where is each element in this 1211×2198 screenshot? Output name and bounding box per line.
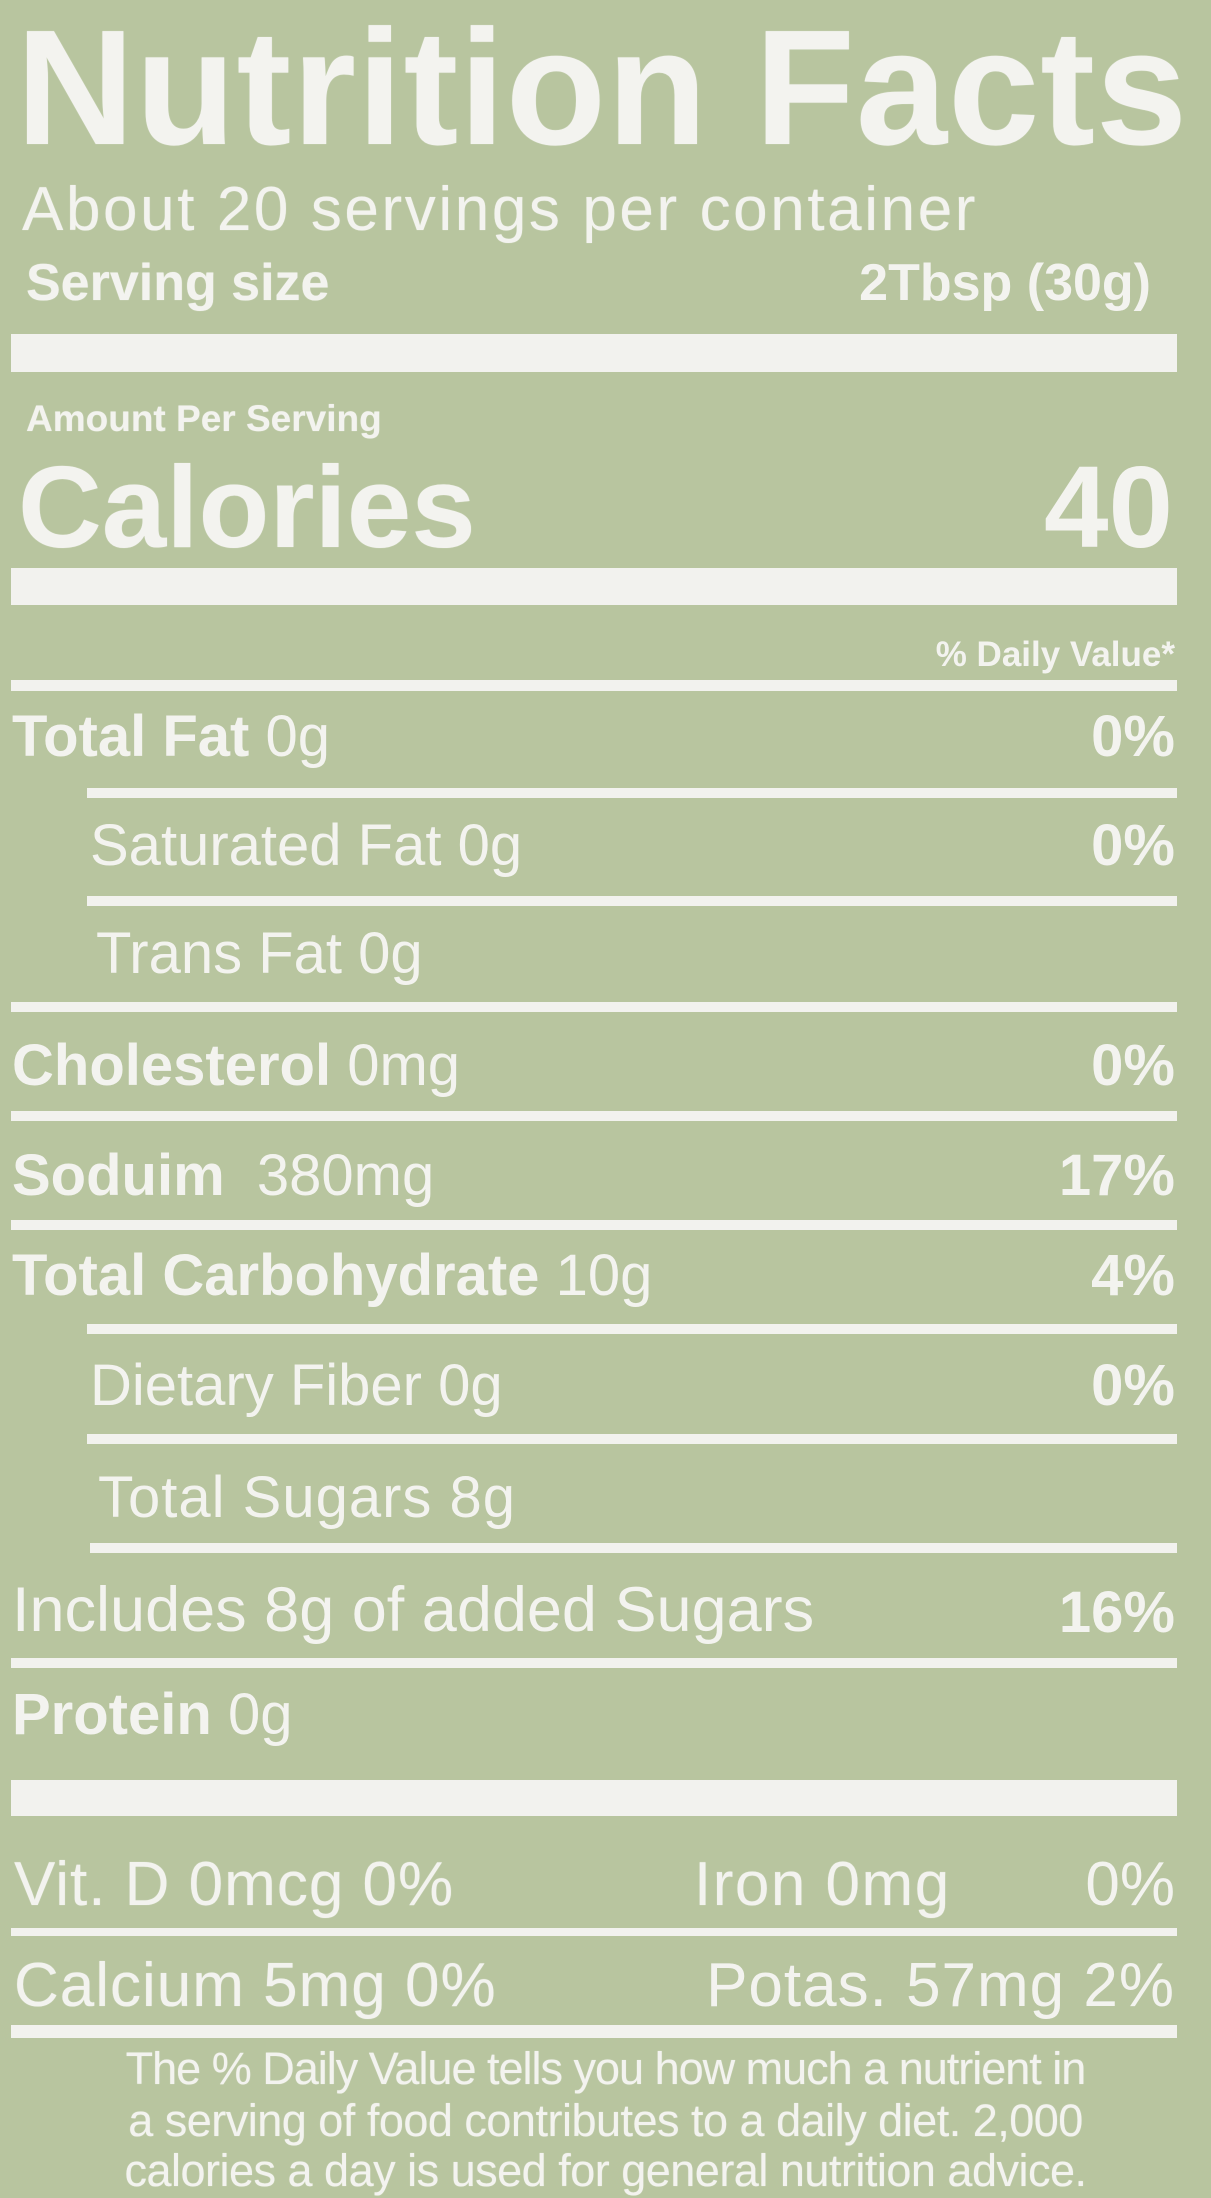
nutrient-amount: 0g [358,921,423,986]
divider [11,1220,1177,1230]
nutrient-amount: 8g [449,1465,517,1530]
nutrient-row-total-carbohydrate: Total Carbohydrate 10g 4% [0,1247,1211,1309]
servings-per-container: About 20 servings per container [22,175,979,244]
iron: Iron 0mg [694,1850,951,1919]
divider [11,1928,1177,1936]
nutrient-row-total-fat: Total Fat 0g 0% [0,708,1211,770]
nutrient-amount: 0g [438,1353,503,1418]
nutrient-name: Total Carbohydrate [12,1243,540,1308]
nutrient-row-trans-fat: Trans Fat 0g [0,925,1211,987]
calories-value: 40 [1043,442,1173,572]
calcium: Calcium 5mg 0% [14,1951,497,2020]
nutrient-row-protein: Protein 0g [0,1686,1211,1748]
amount-per-serving: Amount Per Serving [26,398,382,439]
divider [11,1658,1177,1668]
thick-divider [11,334,1177,372]
nutrient-row-sodium: Soduim 380mg 17% [0,1147,1211,1209]
nutrient-amount: 380mg [256,1143,435,1208]
daily-value-header: % Daily Value* [935,635,1175,674]
vitamin-d: Vit. D 0mcg 0% [14,1850,455,1919]
serving-size-value: 2Tbsp (30g) [859,254,1151,312]
nutrient-amount: 0g [227,1682,293,1747]
nutrient-name: Cholesterol [12,1033,332,1098]
nutrient-name: Includes 8g of added Sugars [12,1575,815,1645]
iron-dv: 0% [1085,1850,1175,1919]
nutrient-name: Protein [12,1682,212,1747]
potassium: Potas. 57mg 2% [706,1951,1175,2020]
nutrient-amount: 10g [555,1243,653,1308]
divider [11,1002,1177,1012]
nutrient-dv: 0% [1091,1033,1175,1098]
divider [90,1543,1177,1553]
nutrient-dv: 0% [1091,704,1175,769]
nutrient-dv: 17% [1058,1143,1175,1208]
nutrient-name: Saturated Fat [90,813,442,878]
footnote-line: The % Daily Value tells you how much a n… [125,2043,1087,2094]
nutrient-name: Trans Fat [96,921,343,986]
nutrient-name: Soduim [12,1143,225,1208]
divider [87,896,1177,906]
nutrient-dv: 0% [1091,813,1175,878]
nutrient-amount: 0g [265,704,330,769]
nutrient-dv: 0% [1091,1353,1175,1418]
thick-divider [11,1780,1177,1816]
serving-size-label: Serving size [26,254,330,312]
divider [11,680,1177,691]
divider [87,788,1177,798]
nutrient-name: Total Fat [12,704,250,769]
calories-label: Calories [18,442,476,572]
divider [87,1324,1177,1334]
nutrient-row-added-sugars: Includes 8g of added Sugars 16% [0,1579,1211,1645]
divider [87,1434,1177,1444]
nutrient-dv: 4% [1091,1243,1175,1308]
nutrient-amount: 0mg [347,1033,461,1098]
nutrient-row-total-sugars: Total Sugars 8g [0,1469,1211,1531]
nutrient-dv: 16% [1058,1580,1175,1645]
nutrient-row-dietary-fiber: Dietary Fiber 0g 0% [0,1357,1211,1419]
footnote-line: calories a day is used for general nutri… [124,2145,1087,2196]
nutrient-row-saturated-fat: Saturated Fat 0g 0% [0,817,1211,879]
divider [11,1111,1177,1121]
thick-divider [11,568,1177,605]
label-title: Nutrition Facts [16,0,1189,179]
nutrient-name: Total Sugars [98,1465,433,1530]
nutrient-row-cholesterol: Cholesterol 0mg 0% [0,1037,1211,1099]
nutrient-name: Dietary Fiber [90,1353,422,1418]
nutrient-amount: 0g [457,813,523,878]
footnote-line: a serving of food contributes to a daily… [128,2095,1083,2146]
divider [11,2025,1177,2038]
